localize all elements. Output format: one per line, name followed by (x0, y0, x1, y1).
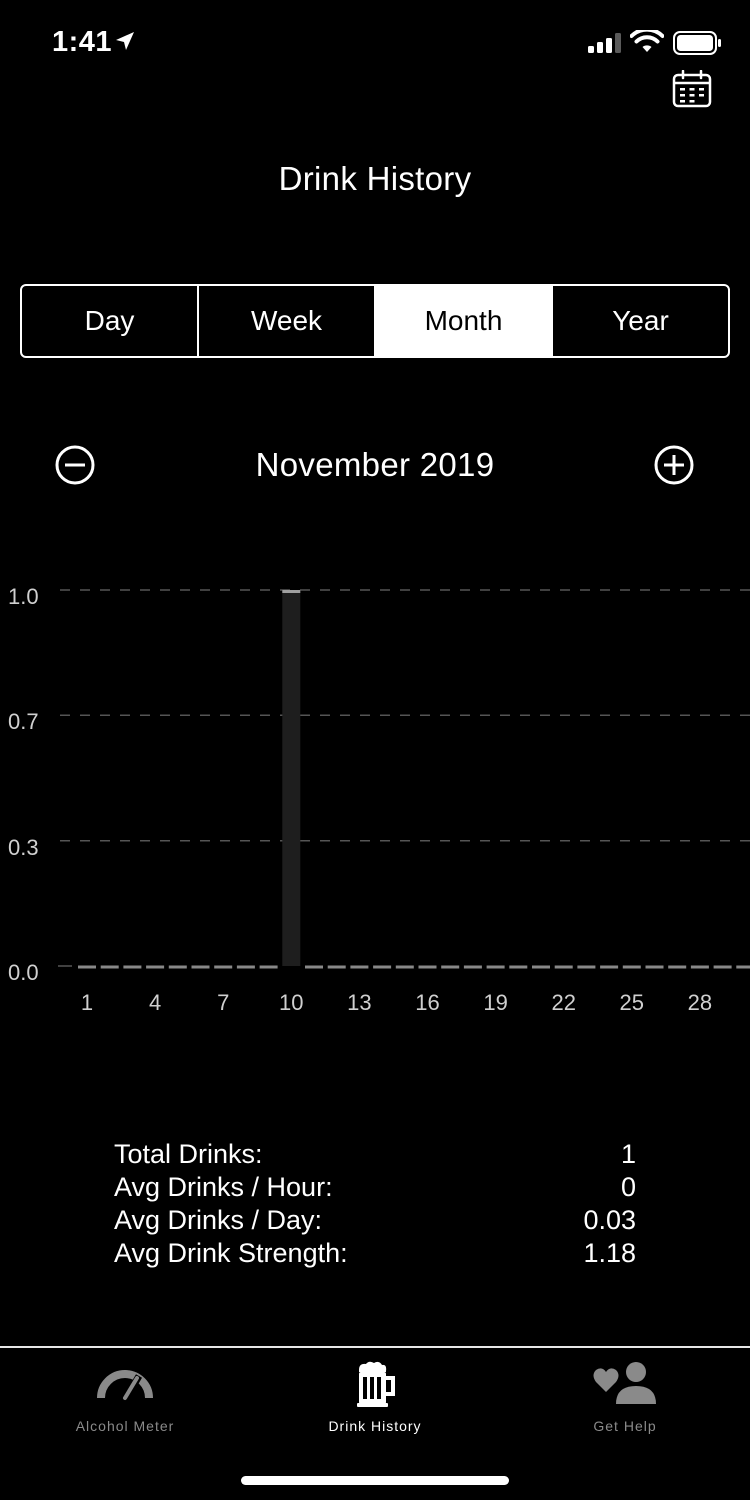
segment-day[interactable]: Day (22, 286, 199, 356)
stat-label: Avg Drink Strength: (114, 1238, 348, 1268)
tab-drink-history[interactable]: Drink History (250, 1348, 500, 1448)
y-tick-label: 0.7 (8, 709, 39, 734)
plus-circle-icon[interactable] (653, 444, 695, 486)
stat-value: 0 (620, 1172, 636, 1202)
period-navigation: November 2019 (0, 440, 750, 490)
battery-icon (673, 31, 721, 55)
x-tick-label: 19 (483, 990, 507, 1015)
cellular-signal-icon (588, 33, 621, 53)
period-label: November 2019 (255, 446, 495, 483)
page-title: Drink History (278, 160, 472, 197)
segment-week[interactable]: Week (199, 286, 376, 356)
period-segmented-control: Day Week Month Year (20, 284, 730, 358)
y-tick-label: 1.0 (8, 584, 39, 609)
x-tick-label: 4 (149, 990, 161, 1015)
tab-get-help[interactable]: Get Help (500, 1348, 750, 1448)
heart-person-icon (593, 1362, 656, 1404)
beer-mug-icon (357, 1361, 395, 1407)
stat-value: 1.18 (583, 1238, 636, 1268)
tab-alcohol-meter[interactable]: Alcohol Meter (0, 1348, 250, 1448)
chart-bar-cap (282, 590, 301, 593)
home-indicator (241, 1476, 509, 1485)
calendar-icon[interactable] (672, 70, 712, 108)
x-tick-label: 10 (279, 990, 303, 1015)
x-tick-label: 7 (217, 990, 229, 1015)
x-tick-label: 25 (620, 990, 644, 1015)
status-time: 1:41 (52, 26, 113, 58)
x-tick-label: 16 (415, 990, 439, 1015)
stat-value: 1 (620, 1139, 636, 1169)
stat-label: Avg Drinks / Hour: (114, 1172, 333, 1202)
wifi-icon (630, 30, 664, 52)
stat-avg-drinks-hour: Avg Drinks / Hour: 0 (114, 1171, 636, 1204)
y-tick-label: 0.0 (8, 960, 39, 985)
stats-summary: Total Drinks: 1 Avg Drinks / Hour: 0 Avg… (114, 1138, 636, 1270)
tab-bar: Alcohol Meter Drink History Get Help (0, 1346, 750, 1500)
tab-label: Alcohol Meter (75, 1418, 175, 1434)
segment-month[interactable]: Month (376, 286, 553, 356)
stat-label: Total Drinks: (114, 1139, 263, 1169)
stat-avg-drinks-day: Avg Drinks / Day: 0.03 (114, 1204, 636, 1237)
status-bar: 1:41 (0, 0, 750, 80)
x-tick-label: 22 (551, 990, 575, 1015)
tab-label: Drink History (328, 1418, 422, 1434)
stat-total-drinks: Total Drinks: 1 (114, 1138, 636, 1171)
tab-label: Get Help (593, 1418, 657, 1434)
stat-avg-drink-strength: Avg Drink Strength: 1.18 (114, 1237, 636, 1270)
chart-bar (282, 590, 301, 966)
x-tick-label: 1 (81, 990, 93, 1015)
y-tick-label: 0.3 (8, 835, 39, 860)
location-arrow-icon (116, 32, 134, 50)
x-tick-label: 13 (347, 990, 371, 1015)
x-tick-label: 28 (688, 990, 712, 1015)
stat-label: Avg Drinks / Day: (114, 1205, 323, 1235)
stat-value: 0.03 (583, 1205, 636, 1235)
drink-history-chart: 1.0 0.7 0.3 0.0 1 4 7 10 13 16 19 22 25 28 (8, 584, 750, 1015)
gauge-icon (97, 1370, 153, 1402)
minus-circle-icon[interactable] (54, 444, 96, 486)
segment-year[interactable]: Year (612, 305, 669, 336)
